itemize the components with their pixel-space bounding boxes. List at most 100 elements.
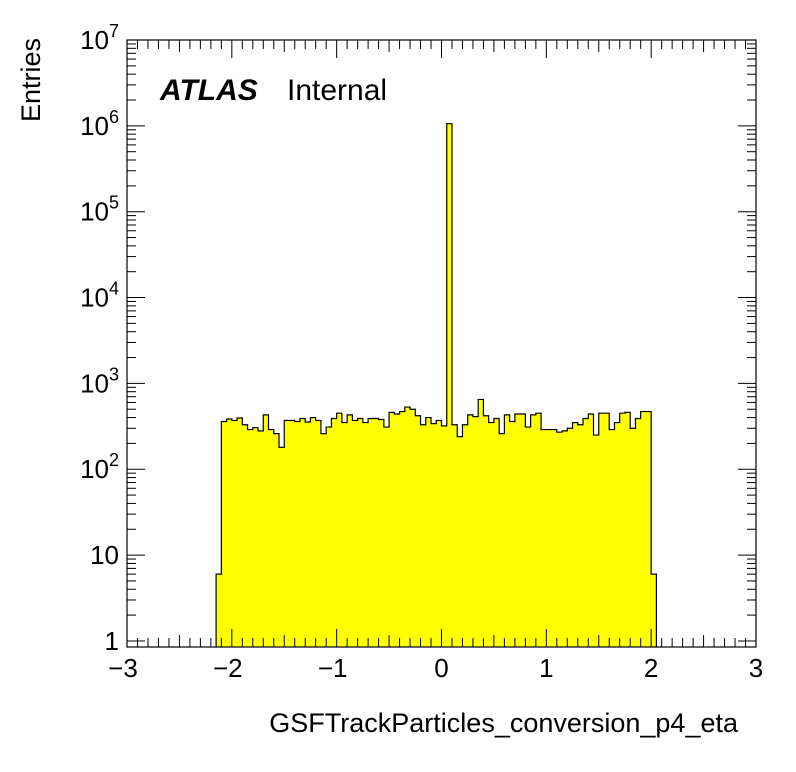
histogram-bar: [252, 427, 259, 647]
histogram-bar: [331, 418, 337, 647]
histogram-bar: [326, 427, 332, 647]
x-tick-label: −3: [108, 653, 138, 683]
histogram-bar: [299, 418, 306, 647]
histogram-bar: [352, 420, 358, 647]
histogram-bar: [493, 418, 500, 647]
histogram-bar: [362, 422, 369, 647]
histogram-bar: [593, 435, 600, 647]
histogram-bar: [467, 414, 474, 647]
histogram-bar: [562, 430, 568, 647]
histogram-bar: [630, 428, 636, 647]
histogram-bar: [263, 414, 269, 647]
x-tick-label: −1: [318, 653, 348, 683]
histogram-bar: [315, 420, 322, 647]
histogram-bar: [336, 413, 343, 647]
histogram-bar: [221, 421, 227, 647]
histogram-bar: [425, 417, 432, 647]
histogram-bar: [279, 447, 285, 647]
histogram-bar: [483, 415, 489, 647]
x-tick-label: 0: [434, 653, 448, 683]
x-tick-label: 3: [749, 653, 763, 683]
axis-ticks: [126, 39, 757, 647]
histogram-bar: [551, 429, 558, 647]
histogram-bar: [499, 433, 505, 647]
histogram-bar: [546, 429, 552, 647]
histogram-bar: [609, 429, 615, 647]
histogram-bar: [504, 414, 510, 647]
histogram-bar: [389, 412, 395, 647]
histogram-bar: [619, 413, 626, 647]
histogram-bar: [216, 574, 222, 647]
atlas-label: ATLAS: [159, 74, 258, 107]
histogram-bar: [305, 422, 311, 647]
histogram-bar: [268, 429, 275, 647]
histogram-bar: [231, 420, 238, 647]
histogram-bar: [446, 123, 453, 648]
histogram-bar: [284, 420, 290, 647]
y-tick-label: 102: [80, 450, 119, 484]
histogram-bar: [640, 411, 647, 647]
histogram-bar: [577, 424, 584, 647]
histogram-bar: [509, 421, 516, 647]
histogram-bar: [525, 427, 531, 647]
histogram-bar: [394, 414, 400, 647]
x-axis-title: GSFTrackParticles_conversion_p4_eta: [269, 708, 739, 738]
histogram-bar: [514, 414, 521, 647]
x-tick-label: 2: [644, 653, 658, 683]
y-tick-label: 105: [80, 193, 119, 227]
histogram-bar: [258, 430, 264, 647]
y-tick-label: 106: [80, 107, 119, 141]
y-tick-label: 103: [80, 364, 119, 398]
histogram-bar: [273, 433, 280, 647]
histogram-bar: [242, 424, 248, 647]
histogram-bar: [478, 399, 484, 647]
histogram-bar: [651, 574, 657, 647]
histogram-bar: [420, 424, 427, 647]
y-tick-labels: 1 10 102 103 104 105 106 107: [80, 21, 119, 656]
histogram-bar: [320, 433, 327, 647]
histogram-bar: [404, 407, 411, 647]
histogram-bar: [410, 409, 416, 647]
histogram-bar: [357, 418, 364, 647]
histogram-bar: [541, 429, 547, 647]
histogram-bar: [373, 418, 379, 647]
histogram-bar: [472, 416, 479, 647]
histogram-bar: [535, 413, 542, 647]
internal-label: Internal: [287, 74, 387, 107]
histogram-bar: [645, 411, 652, 647]
histogram-bar: [462, 424, 469, 647]
x-tick-label: −2: [213, 653, 243, 683]
histogram-bar: [247, 429, 254, 647]
histogram-bar: [556, 432, 563, 647]
histogram-bar: [289, 420, 296, 647]
histogram-bar: [457, 436, 463, 647]
x-tick-labels: −3 −2 −1 0 1 2 3: [108, 653, 763, 683]
histogram-bar: [368, 418, 374, 647]
histogram-bars: [215, 123, 658, 648]
histogram-bar: [520, 414, 526, 647]
histogram-bar: [614, 422, 621, 647]
histogram-bar: [431, 423, 437, 647]
y-tick-label: 104: [80, 279, 119, 313]
histogram-bar: [378, 419, 385, 647]
histogram-bar: [383, 427, 390, 647]
histogram-bar: [341, 422, 348, 647]
histogram-bar: [347, 414, 353, 647]
histogram-bar: [436, 420, 442, 647]
histogram-bar: [530, 414, 537, 647]
histogram-bar: [624, 412, 631, 647]
histogram-bar: [598, 413, 605, 647]
y-tick-label: 1: [105, 626, 119, 656]
y-axis-title: Entries: [16, 38, 46, 122]
y-tick-label: 107: [80, 21, 119, 55]
histogram-bar: [226, 418, 233, 647]
histogram-bar: [399, 411, 406, 647]
histogram-bar: [567, 428, 573, 647]
histogram-bar: [415, 415, 421, 647]
histogram-outline: [215, 123, 658, 647]
histogram-bar: [572, 422, 579, 647]
x-tick-label: 1: [539, 653, 553, 683]
histogram-bar: [588, 414, 594, 647]
histogram-bar: [488, 422, 495, 647]
